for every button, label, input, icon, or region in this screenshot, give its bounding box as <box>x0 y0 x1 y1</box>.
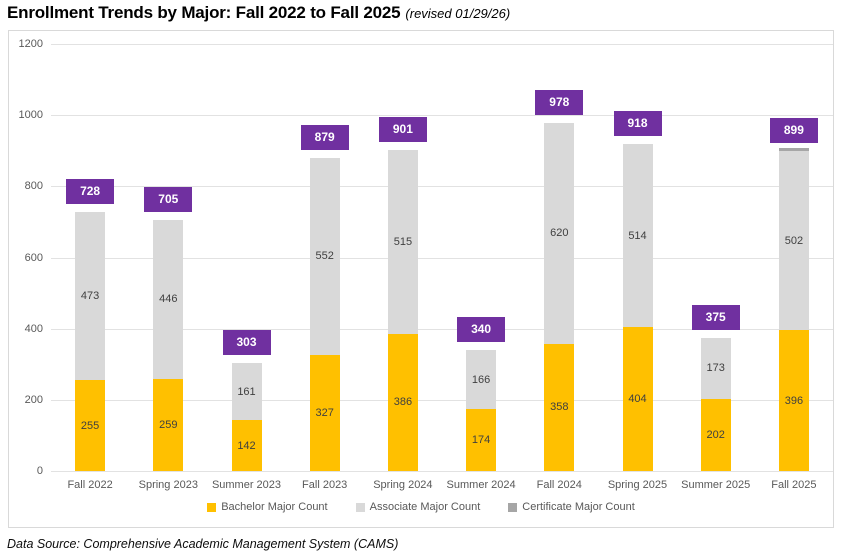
legend-label-certificate: Certificate Major Count <box>522 501 635 513</box>
total-label-fall-2025: 899 <box>769 118 818 144</box>
chart-title-row: Enrollment Trends by Major: Fall 2022 to… <box>7 3 510 23</box>
segment-value-label: 515 <box>393 236 413 249</box>
chart-title: Enrollment Trends by Major: Fall 2022 to… <box>7 3 401 22</box>
bar-segment-associate-summer-2025 <box>700 337 731 400</box>
legend-item-bachelor: Bachelor Major Count <box>207 501 328 513</box>
segment-value-label: 358 <box>550 401 569 414</box>
total-label-spring-2024: 901 <box>378 117 427 143</box>
segment-value-label: 259 <box>159 418 178 431</box>
gridline-800 <box>51 186 833 188</box>
segment-value-label: 552 <box>315 250 334 263</box>
bar-segment-associate-fall-2024 <box>544 122 575 344</box>
segment-value-label: 142 <box>237 439 256 452</box>
plot-area: 255 473 728 Fall 2022 259 446 705 Spring 2023 14… <box>51 31 833 529</box>
segment-value-label: 473 <box>80 290 100 303</box>
total-label-fall-2022: 728 <box>66 178 115 204</box>
chart-legend: Bachelor Major Count Associate Major Coun… <box>9 501 833 513</box>
total-label-summer-2024: 340 <box>457 317 506 343</box>
segment-value-label: 404 <box>628 393 647 406</box>
legend-swatch-associate <box>355 502 365 512</box>
total-label-spring-2025: 918 <box>613 111 662 137</box>
bar-segment-associate-spring-2025 <box>622 144 653 328</box>
bar-segment-bachelor-fall-2024 <box>544 343 575 471</box>
y-tick-label-1200: 1200 <box>18 38 43 50</box>
x-tick-label-fall-2025: Fall 2025 <box>771 479 817 491</box>
bar-segment-bachelor-fall-2022 <box>75 380 106 471</box>
segment-value-label: 173 <box>706 362 725 375</box>
bar-segment-bachelor-spring-2023 <box>153 378 184 471</box>
x-tick-label-fall-2024: Fall 2024 <box>536 479 582 491</box>
bar-segment-associate-spring-2023 <box>153 220 184 379</box>
segment-value-label: 620 <box>550 227 569 240</box>
x-tick-label-summer-2024: Summer 2024 <box>446 479 516 491</box>
bar-segment-bachelor-spring-2025 <box>622 327 653 471</box>
total-label-spring-2023: 705 <box>144 187 193 213</box>
y-tick-label-0: 0 <box>36 465 43 477</box>
segment-value-label: 166 <box>471 373 491 386</box>
gridline-1000 <box>51 115 833 117</box>
legend-item-certificate: Certificate Major Count <box>508 501 635 513</box>
bar-segment-associate-summer-2023 <box>231 363 262 421</box>
x-tick-label-spring-2025: Spring 2025 <box>607 479 668 491</box>
legend-item-associate: Associate Major Count <box>355 501 481 513</box>
y-tick-label-400: 400 <box>24 322 43 335</box>
chart-frame: 255 473 728 Fall 2022 259 446 705 Spring 2023 14… <box>8 30 834 528</box>
bar-segment-bachelor-summer-2025 <box>700 399 731 471</box>
segment-value-label: 396 <box>784 394 804 407</box>
bar-segment-associate-fall-2022 <box>75 211 106 381</box>
y-tick-label-1000: 1000 <box>18 109 43 122</box>
gridline-600 <box>51 257 833 259</box>
total-label-summer-2025: 375 <box>691 304 740 330</box>
bar-segment-associate-spring-2024 <box>387 150 418 334</box>
gridline-1200 <box>51 44 833 45</box>
bar-segment-bachelor-fall-2025 <box>778 330 809 471</box>
x-tick-label-summer-2025: Summer 2025 <box>681 479 751 491</box>
x-tick-label-fall-2023: Fall 2023 <box>302 479 348 491</box>
segment-value-label: 327 <box>315 406 334 419</box>
segment-value-label: 174 <box>471 434 491 447</box>
segment-value-label: 202 <box>706 429 725 442</box>
legend-swatch-bachelor <box>207 502 217 512</box>
y-tick-label-800: 800 <box>24 180 43 193</box>
x-tick-label-fall-2022: Fall 2022 <box>67 479 113 491</box>
legend-swatch-certificate <box>508 502 518 512</box>
x-tick-label-spring-2024: Spring 2024 <box>373 479 433 491</box>
legend-label-bachelor: Bachelor Major Count <box>221 501 328 513</box>
bar-segment-associate-fall-2023 <box>309 158 340 355</box>
segment-value-label: 161 <box>237 385 256 398</box>
bar-segment-bachelor-summer-2024 <box>466 409 497 471</box>
revision-note: (revised 01/29/26) <box>405 6 511 21</box>
y-tick-label-200: 200 <box>24 393 43 406</box>
x-tick-label-spring-2023: Spring 2023 <box>138 479 198 491</box>
segment-value-label: 502 <box>784 234 804 247</box>
y-tick-label-600: 600 <box>24 251 43 264</box>
gridline-0 <box>51 471 833 472</box>
segment-value-label: 446 <box>159 293 178 306</box>
legend-label-associate: Associate Major Count <box>369 501 481 513</box>
gridline-400 <box>51 328 833 330</box>
bar-segment-bachelor-fall-2023 <box>309 354 340 471</box>
x-tick-label-summer-2023: Summer 2023 <box>211 479 282 491</box>
segment-value-label: 386 <box>393 396 413 409</box>
bar-segment-certificate-fall-2025 <box>778 148 809 152</box>
bar-segment-bachelor-spring-2024 <box>387 333 418 471</box>
bar-segment-bachelor-summer-2023 <box>231 420 262 471</box>
total-label-fall-2023: 879 <box>300 125 349 151</box>
bar-segment-associate-fall-2025 <box>778 151 809 331</box>
segment-value-label: 514 <box>628 229 647 242</box>
total-label-fall-2024: 978 <box>535 89 584 115</box>
data-source-note: Data Source: Comprehensive Academic Mana… <box>7 537 399 551</box>
segment-value-label: 255 <box>80 419 100 432</box>
bar-segment-associate-summer-2024 <box>466 350 497 410</box>
gridline-200 <box>51 399 833 401</box>
total-label-summer-2023: 303 <box>222 330 271 356</box>
